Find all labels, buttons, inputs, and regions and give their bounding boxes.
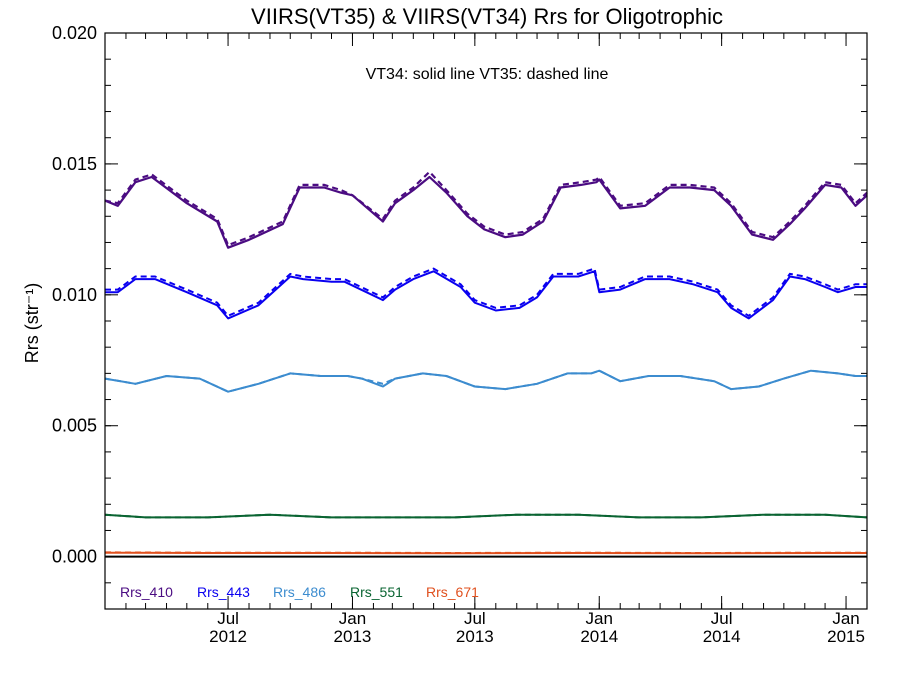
series-rrs-443-vt35-line (105, 267, 867, 318)
plot-area (104, 170, 868, 558)
series-rrs-443-vt34-line (105, 270, 867, 320)
x-tick-year-label: 2014 (580, 627, 618, 646)
line-style-annotation: VT34: solid line VT35: dashed line (366, 66, 609, 83)
y-tick-label: 0.015 (52, 154, 97, 174)
legend-entry-rrs-671: Rrs_671 (426, 584, 479, 600)
series-rrs-410-vt34-line (104, 175, 868, 249)
x-tick-year-label: 2014 (703, 627, 741, 646)
y-axis: 0.000 0.005 0.010 0.015 0.020 (52, 23, 867, 610)
y-tick-label: 0.000 (52, 547, 97, 567)
y-tick-label: 0.020 (52, 23, 97, 43)
y-tick-label: 0.005 (52, 416, 97, 436)
legend: Rrs_410 Rrs_443 Rrs_486 Rrs_551 Rrs_671 (120, 584, 479, 600)
series-rrs-551-vt35-line (104, 513, 868, 519)
legend-entry-rrs-551: Rrs_551 (350, 584, 403, 600)
legend-entry-rrs-486: Rrs_486 (273, 584, 326, 600)
series-rrs-410-vt35-line (104, 170, 868, 247)
x-tick-year-label: 2013 (456, 627, 494, 646)
x-tick-year-label: 2012 (209, 627, 247, 646)
x-tick-month-label: Jul (711, 609, 733, 628)
y-axis-label: Rrs (str⁻¹) (22, 283, 42, 363)
series-rrs-671-vt35-line (104, 551, 867, 555)
y-tick-label: 0.010 (52, 285, 97, 305)
series-rrs-486-vt35-line (104, 369, 867, 393)
chart-title: VIIRS(VT35) & VIIRS(VT34) Rrs for Oligot… (251, 4, 723, 29)
x-axis: Jul2012Jan2013Jul2013Jan2014Jul2014Jan20… (104, 33, 868, 646)
legend-entry-rrs-410: Rrs_410 (120, 584, 173, 600)
series-rrs-486-vt34-line (104, 369, 867, 393)
x-tick-month-label: Jan (339, 609, 366, 628)
x-tick-month-label: Jul (464, 609, 486, 628)
x-tick-month-label: Jul (217, 609, 239, 628)
x-tick-year-label: 2015 (827, 627, 865, 646)
x-tick-month-label: Jan (832, 609, 859, 628)
x-tick-month-label: Jan (586, 609, 613, 628)
x-tick-year-label: 2013 (334, 627, 372, 646)
legend-entry-rrs-443: Rrs_443 (197, 584, 250, 600)
plot-frame (104, 32, 868, 610)
